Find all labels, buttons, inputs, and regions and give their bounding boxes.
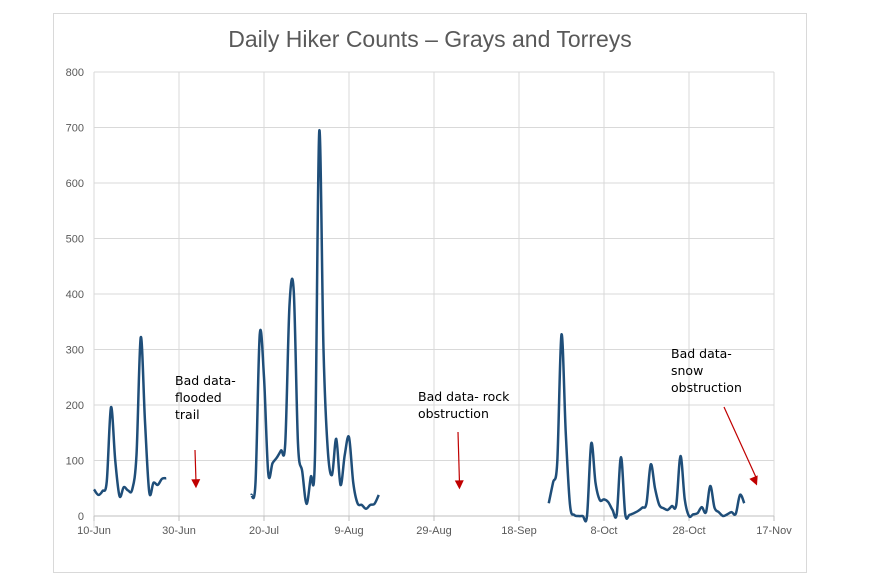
- line-chart: 0 100 200 300 400 500 600 700 800 10-Jun 30-Jun 20-…: [66, 67, 793, 537]
- arrowhead-icon: [454, 480, 464, 490]
- x-tick-label: 18-Sep: [501, 525, 536, 537]
- y-tick-label: 800: [66, 67, 84, 79]
- x-tick-label: 30-Jun: [162, 525, 196, 537]
- y-tick-label: 500: [66, 234, 84, 246]
- series-line: [92, 336, 167, 499]
- x-tick-label: 9-Aug: [334, 525, 363, 537]
- y-tick-label: 700: [66, 123, 84, 135]
- y-tick-label: 400: [66, 289, 84, 301]
- annotation-arrow: [723, 406, 758, 480]
- annotation-flooded-trail: Bad data- flooded trail: [175, 373, 236, 422]
- y-tick-label: 300: [66, 345, 84, 357]
- series-line: [250, 129, 380, 511]
- annotation-snow-obstruction: Bad data- snow obstruction: [671, 346, 742, 395]
- y-tick-label: 200: [66, 400, 84, 412]
- x-tick-label: 8-Oct: [591, 525, 618, 537]
- series-line: [547, 333, 746, 523]
- y-tick-label: 100: [66, 456, 84, 468]
- annotation-rock-obstruction: Bad data- rock obstruction: [418, 389, 510, 421]
- arrowhead-icon: [191, 479, 201, 489]
- annotation-arrow: [457, 431, 461, 484]
- y-tick-label: 0: [78, 511, 84, 523]
- annotation-arrow: [194, 449, 197, 483]
- x-tick-label: 20-Jul: [249, 525, 279, 537]
- x-tick-label: 17-Nov: [756, 525, 792, 537]
- x-tick-label: 10-Jun: [77, 525, 111, 537]
- x-tick-label: 29-Aug: [416, 525, 451, 537]
- chart-title: Daily Hiker Counts – Grays and Torreys: [228, 26, 632, 52]
- arrowhead-icon: [749, 475, 758, 486]
- x-tick-label: 28-Oct: [672, 525, 705, 537]
- y-tick-label: 600: [66, 178, 84, 190]
